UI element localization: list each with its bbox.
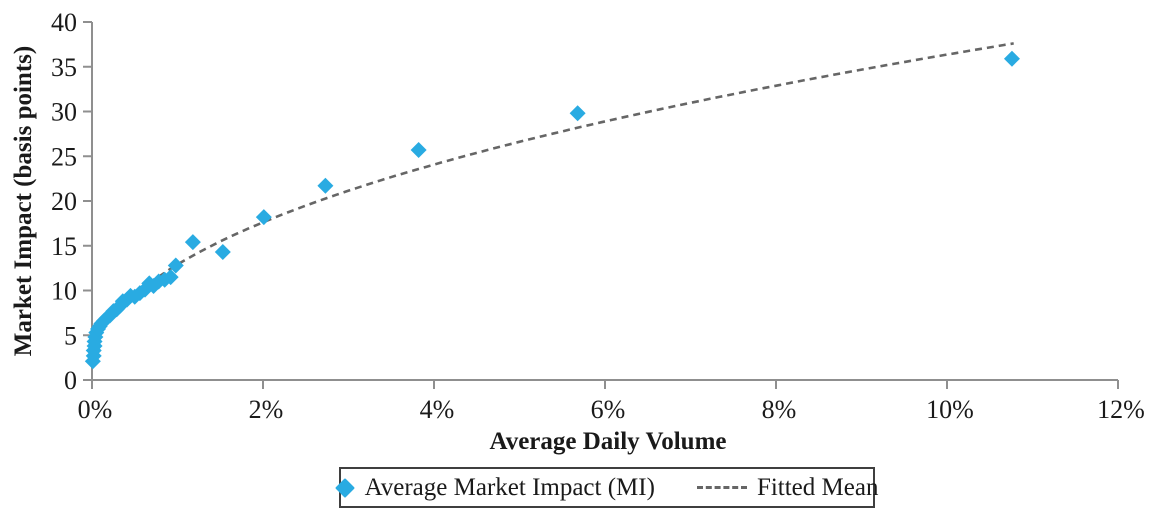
x-tick-label: 0% — [78, 395, 113, 424]
y-tick-label: 20 — [51, 187, 77, 216]
dashed-line-icon — [696, 486, 747, 489]
legend-item-market-impact: Average Market Impact (MI) — [334, 473, 655, 502]
legend-label-market-impact: Average Market Impact (MI) — [364, 473, 655, 501]
x-tick-label: 4% — [420, 395, 455, 424]
fitted-mean-line — [129, 42, 1014, 301]
y-tick-label: 0 — [64, 366, 77, 395]
y-tick-label: 30 — [51, 98, 77, 127]
x-axis-title: Average Daily Volume — [489, 428, 727, 455]
x-tick-label: 10% — [926, 395, 974, 424]
legend-label-fitted-mean: Fitted Mean — [756, 473, 879, 501]
data-point — [317, 177, 334, 194]
diamond-marker-icon — [334, 477, 355, 498]
data-point — [214, 244, 231, 261]
data-point — [1003, 50, 1020, 67]
data-point — [162, 269, 179, 286]
data-point — [255, 209, 272, 226]
y-tick-label: 10 — [51, 277, 77, 306]
data-point — [184, 234, 201, 251]
y-tick-label: 5 — [64, 321, 77, 350]
data-point — [569, 105, 586, 122]
y-tick-label: 25 — [51, 142, 77, 171]
legend-item-fitted-mean: Fitted Mean — [669, 473, 879, 502]
x-tick-label: 12% — [1097, 395, 1145, 424]
data-point — [410, 141, 427, 158]
x-tick-label: 6% — [591, 395, 626, 424]
x-tick-label: 8% — [762, 395, 797, 424]
x-tick-label: 2% — [249, 395, 284, 424]
y-tick-label: 35 — [51, 53, 77, 82]
y-tick-label: 15 — [51, 232, 77, 261]
data-point — [167, 257, 184, 274]
y-axis-title: Market Impact (basis points) — [10, 45, 37, 357]
y-tick-label: 40 — [51, 8, 77, 37]
legend-box: Average Market Impact (MI) Fitted Mean — [334, 467, 878, 508]
